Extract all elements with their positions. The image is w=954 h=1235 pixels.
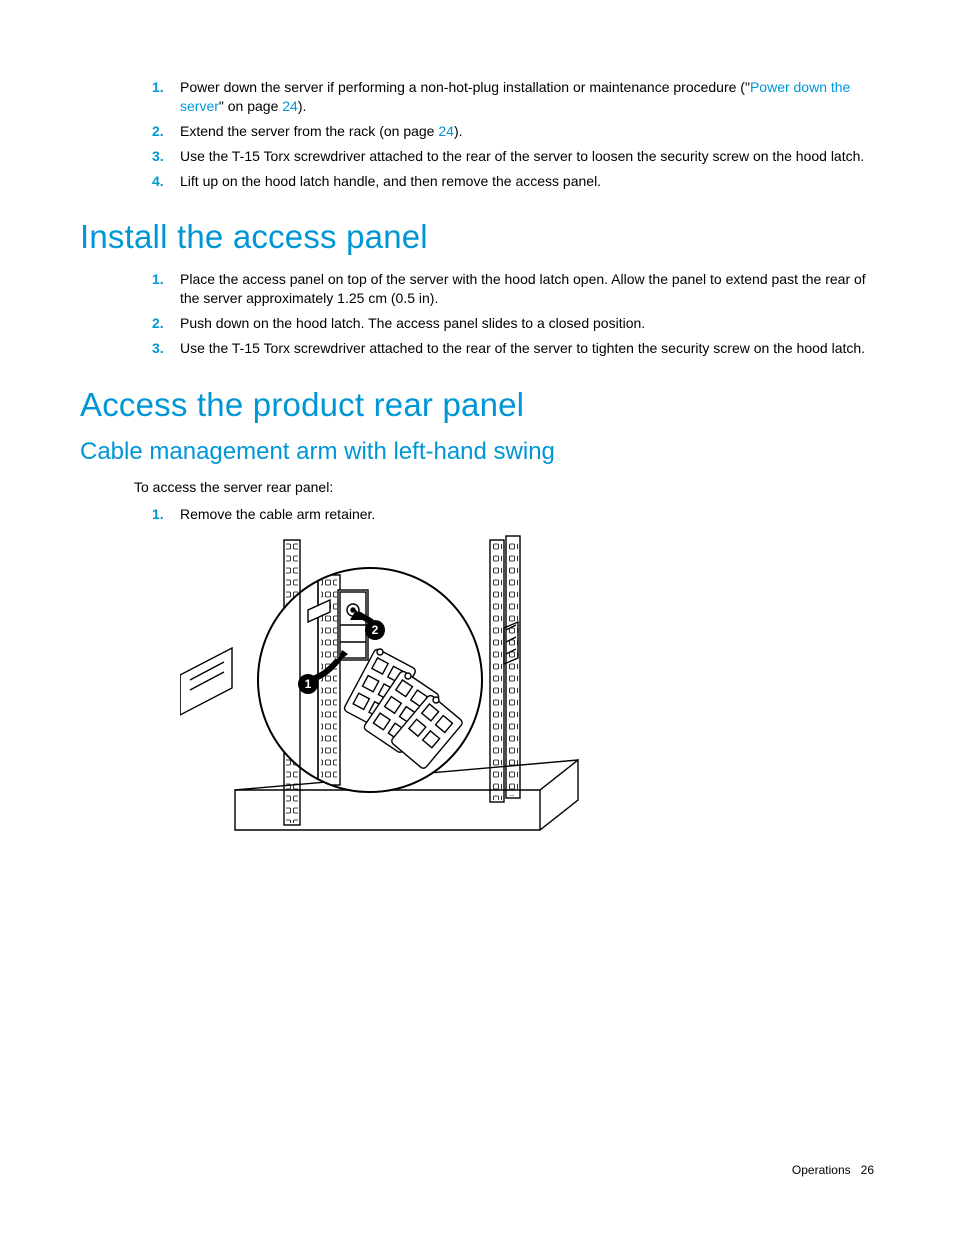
rear-panel-intro: To access the server rear panel:	[134, 478, 874, 497]
heading-access-rear-panel: Access the product rear panel	[80, 386, 874, 424]
list-text: Extend the server from the rack (on page…	[180, 122, 874, 141]
install-procedure-list: 1.Place the access panel on top of the s…	[80, 270, 874, 358]
list-text: Use the T-15 Torx screwdriver attached t…	[180, 147, 874, 166]
list-number: 2.	[152, 314, 180, 333]
list-number: 2.	[152, 122, 180, 141]
list-text: Power down the server if performing a no…	[180, 78, 874, 116]
list-number: 1.	[152, 505, 180, 524]
callout-2: 2	[365, 620, 385, 640]
list-item: 3.Use the T-15 Torx screwdriver attached…	[152, 147, 874, 166]
list-text: Push down on the hood latch. The access …	[180, 314, 874, 333]
footer-section: Operations	[792, 1163, 851, 1177]
list-item: 3.Use the T-15 Torx screwdriver attached…	[152, 339, 874, 358]
rear-procedure-list: 1.Remove the cable arm retainer.	[80, 505, 874, 524]
list-item: 1.Power down the server if performing a …	[152, 78, 874, 116]
list-text: Lift up on the hood latch handle, and th…	[180, 172, 874, 191]
top-procedure-list: 1.Power down the server if performing a …	[80, 78, 874, 190]
svg-text:1: 1	[305, 677, 312, 691]
footer-page-number: 26	[861, 1163, 874, 1177]
list-number: 1.	[152, 270, 180, 308]
list-item: 1.Remove the cable arm retainer.	[152, 505, 874, 524]
list-item: 2.Extend the server from the rack (on pa…	[152, 122, 874, 141]
list-text: Place the access panel on top of the ser…	[180, 270, 874, 308]
heading-cable-arm: Cable management arm with left-hand swin…	[80, 438, 874, 466]
list-number: 1.	[152, 78, 180, 116]
list-number: 4.	[152, 172, 180, 191]
page-footer: Operations 26	[792, 1163, 874, 1177]
cross-reference-link[interactable]: 24	[438, 123, 454, 139]
svg-text:2: 2	[372, 623, 379, 637]
list-number: 3.	[152, 339, 180, 358]
list-number: 3.	[152, 147, 180, 166]
callout-1: 1	[298, 674, 318, 694]
heading-install-access-panel: Install the access panel	[80, 218, 874, 256]
list-text: Use the T-15 Torx screwdriver attached t…	[180, 339, 874, 358]
list-text: Remove the cable arm retainer.	[180, 505, 874, 524]
list-item: 2.Push down on the hood latch. The acces…	[152, 314, 874, 333]
figure-cable-arm-retainer: 1 2	[180, 530, 585, 870]
list-item: 1.Place the access panel on top of the s…	[152, 270, 874, 308]
cross-reference-link[interactable]: 24	[282, 98, 298, 114]
list-item: 4.Lift up on the hood latch handle, and …	[152, 172, 874, 191]
